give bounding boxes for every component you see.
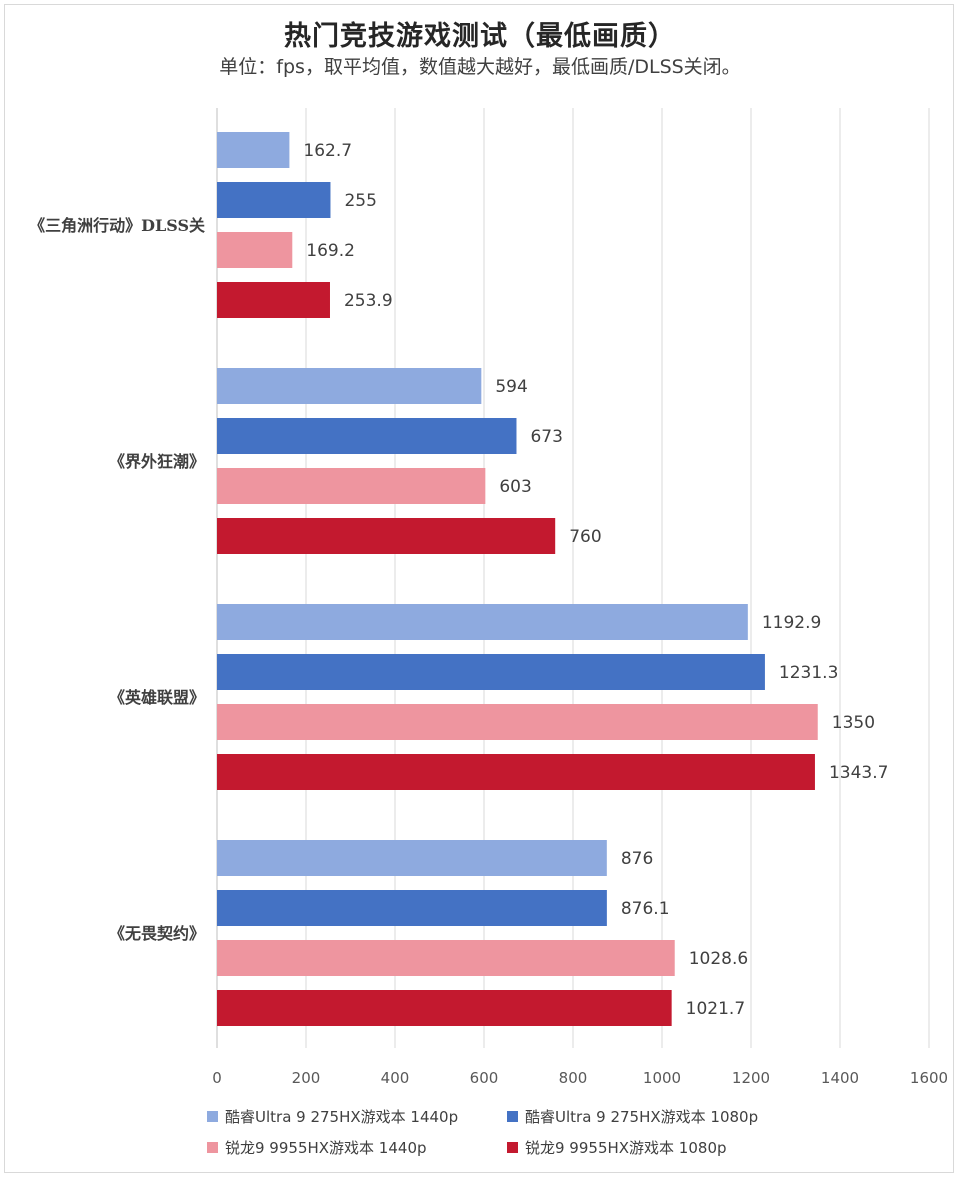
data-label: 594 bbox=[495, 377, 527, 397]
bar bbox=[217, 232, 293, 268]
bar bbox=[217, 468, 486, 504]
chart-frame bbox=[4, 4, 954, 1173]
legend-label: 酷睿Ultra 9 275HX游戏本 1080p bbox=[525, 1108, 759, 1126]
x-tick-label: 1400 bbox=[821, 1069, 859, 1087]
data-label: 603 bbox=[499, 477, 531, 497]
legend-item: 酷睿Ultra 9 275HX游戏本 1080p bbox=[507, 1106, 827, 1127]
bar bbox=[217, 604, 748, 640]
legend-item: 锐龙9 9955HX游戏本 1080p bbox=[507, 1137, 827, 1158]
chart-title: 热门竞技游戏测试（最低画质） bbox=[284, 21, 676, 52]
category-label: 《无畏契约》 bbox=[109, 924, 205, 943]
data-label: 169.2 bbox=[306, 241, 355, 261]
bar bbox=[217, 368, 482, 404]
bar bbox=[217, 418, 517, 454]
chart-legend: 酷睿Ultra 9 275HX游戏本 1440p 酷睿Ultra 9 275HX游… bbox=[207, 1106, 827, 1158]
data-label: 162.7 bbox=[303, 141, 352, 161]
data-label: 1231.3 bbox=[779, 663, 838, 683]
bar bbox=[217, 940, 675, 976]
data-label: 1350 bbox=[832, 713, 875, 733]
x-tick-label: 1600 bbox=[910, 1069, 948, 1087]
category-label: 《界外狂潮》 bbox=[109, 452, 205, 471]
legend-item: 酷睿Ultra 9 275HX游戏本 1440p bbox=[207, 1106, 507, 1127]
legend-item: 锐龙9 9955HX游戏本 1440p bbox=[207, 1137, 507, 1158]
legend-swatch bbox=[207, 1142, 218, 1153]
x-tick-label: 400 bbox=[381, 1069, 410, 1087]
bar bbox=[217, 654, 765, 690]
bar bbox=[217, 840, 607, 876]
data-label: 253.9 bbox=[344, 291, 393, 311]
chart-subtitle: 单位：fps，取平均值，数值越大越好，最低画质/DLSS关闭。 bbox=[219, 56, 741, 78]
data-label: 1021.7 bbox=[686, 999, 745, 1019]
legend-label: 锐龙9 9955HX游戏本 1080p bbox=[525, 1139, 727, 1157]
bar bbox=[217, 518, 556, 554]
data-label: 1028.6 bbox=[689, 949, 748, 969]
legend-label: 酷睿Ultra 9 275HX游戏本 1440p bbox=[225, 1108, 459, 1126]
x-tick-label: 1000 bbox=[643, 1069, 681, 1087]
bar bbox=[217, 890, 607, 926]
data-label: 760 bbox=[569, 527, 601, 547]
x-tick-label: 800 bbox=[559, 1069, 588, 1087]
category-label: 《英雄联盟》 bbox=[109, 688, 205, 707]
x-tick-label: 600 bbox=[470, 1069, 499, 1087]
data-label: 876 bbox=[621, 849, 653, 869]
bar bbox=[217, 990, 672, 1026]
data-label: 1192.9 bbox=[762, 613, 821, 633]
bar bbox=[217, 282, 330, 318]
data-label: 876.1 bbox=[621, 899, 670, 919]
bar bbox=[217, 754, 815, 790]
data-label: 1343.7 bbox=[829, 763, 888, 783]
x-tick-label: 0 bbox=[212, 1069, 222, 1087]
category-label: 《三角洲行动》DLSS关 bbox=[29, 216, 205, 235]
bar bbox=[217, 132, 290, 168]
data-label: 673 bbox=[530, 427, 562, 447]
x-tick-label: 200 bbox=[292, 1069, 321, 1087]
legend-swatch bbox=[207, 1111, 218, 1122]
bar bbox=[217, 704, 818, 740]
bar bbox=[217, 182, 331, 218]
x-tick-label: 1200 bbox=[732, 1069, 770, 1087]
legend-label: 锐龙9 9955HX游戏本 1440p bbox=[225, 1139, 427, 1157]
data-label: 255 bbox=[344, 191, 376, 211]
legend-swatch bbox=[507, 1111, 518, 1122]
legend-swatch bbox=[507, 1142, 518, 1153]
